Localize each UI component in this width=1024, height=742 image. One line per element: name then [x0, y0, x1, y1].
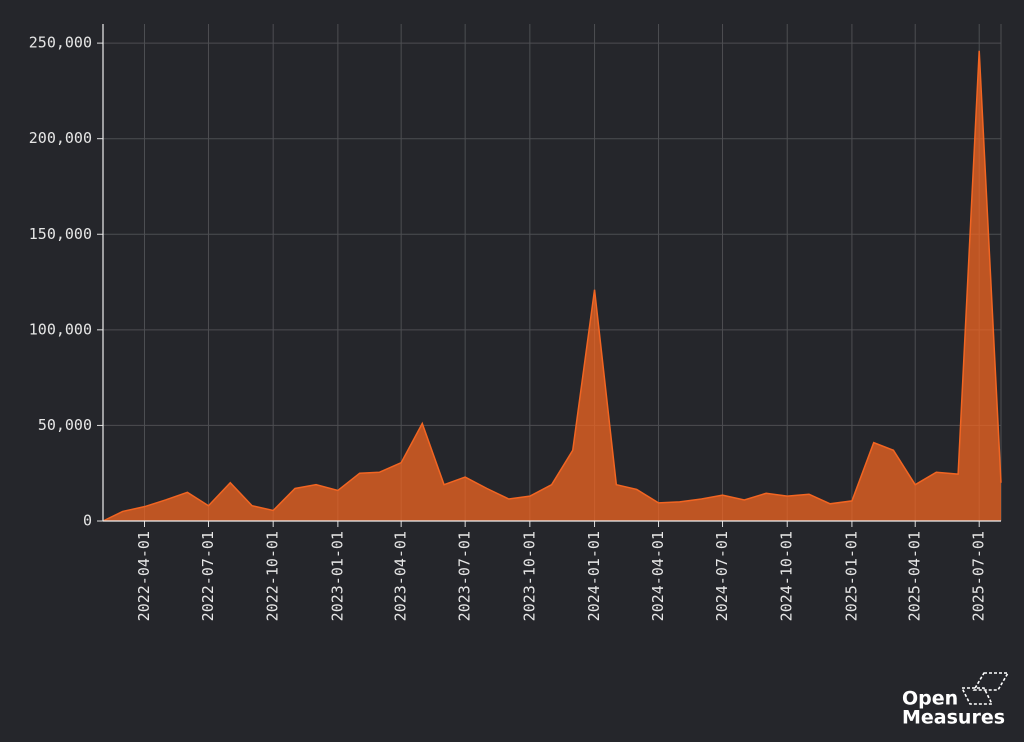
- x-tick-label: 2022-10-01: [264, 531, 282, 621]
- y-tick-label: 0: [83, 512, 92, 530]
- x-tick-label: 2023-01-01: [328, 531, 346, 621]
- logo-line: Open: [902, 688, 958, 710]
- x-tick-label: 2023-07-01: [456, 531, 474, 621]
- y-tick-label: 100,000: [29, 320, 92, 338]
- x-tick-label: 2025-01-01: [842, 531, 860, 621]
- x-tick-label: 2024-10-01: [778, 531, 796, 621]
- y-tick-label: 50,000: [38, 416, 92, 434]
- x-tick-label: 2025-07-01: [970, 531, 988, 621]
- area: [103, 50, 1001, 522]
- y-tick-label: 250,000: [29, 34, 92, 52]
- x-tick-label: 2023-10-01: [520, 531, 538, 621]
- x-tick-label: 2025-04-01: [906, 531, 924, 621]
- x-tick-label: 2023-04-01: [392, 531, 410, 621]
- x-tick-label: 2024-07-01: [713, 531, 731, 621]
- x-tick-label: 2024-04-01: [649, 531, 667, 621]
- x-tick-label: 2024-01-01: [585, 531, 603, 621]
- logo-icon: [960, 672, 1010, 705]
- y-tick-label: 200,000: [29, 129, 92, 147]
- y-tick-label: 150,000: [29, 225, 92, 243]
- logo-line: Measures: [902, 707, 1005, 729]
- x-tick-label: 2022-04-01: [135, 531, 153, 621]
- x-tick-label: 2022-07-01: [199, 531, 217, 621]
- area-line: [102, 50, 1002, 522]
